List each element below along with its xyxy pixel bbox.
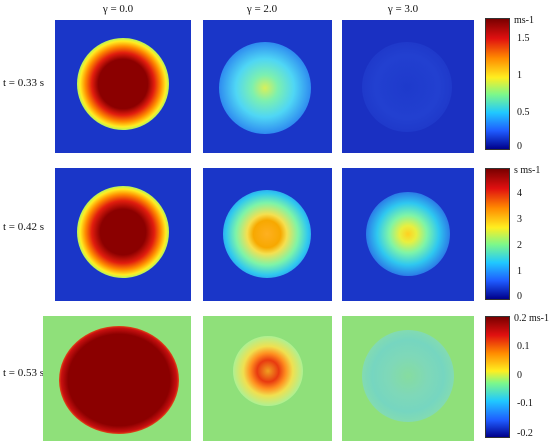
colorbar-tick: 0 (517, 291, 522, 302)
colorbar-tick: 1 (517, 266, 522, 277)
colorbar-tick: 3 (517, 214, 522, 225)
velocity-blob (233, 336, 303, 406)
colorbar-tick: -0.1 (517, 398, 533, 409)
heatmap-panel-r3-c1 (43, 316, 191, 441)
colorbar-row2 (485, 168, 510, 300)
velocity-blob (219, 42, 311, 134)
heatmap-panel-r2-c3 (342, 168, 474, 301)
velocity-blob (366, 192, 450, 276)
colorbar-tick: 0 (517, 370, 522, 381)
heatmap-panel-r1-c3 (342, 20, 474, 153)
colorbar-tick: 4 (517, 188, 522, 199)
velocity-blob (77, 38, 169, 130)
row-label-t053: t = 0.53 s (3, 367, 45, 379)
heatmap-panel-r3-c3 (342, 316, 474, 441)
row-label-t042: t = 0.42 s (3, 221, 45, 233)
colorbar-tick: 0.5 (517, 107, 530, 118)
colorbar-tick: 0 (517, 141, 522, 152)
colorbar-row1 (485, 18, 510, 150)
colorbar-unit-row3: 0.2 ms-1 (514, 313, 549, 324)
heatmap-panel-r2-c2 (203, 168, 332, 301)
colorbar-tick: 2 (517, 240, 522, 251)
heatmap-panel-r2-c1 (55, 168, 191, 301)
column-header-gamma-0: γ = 0.0 (102, 3, 134, 15)
row-label-t033: t = 0.33 s (3, 77, 45, 89)
colorbar-tick: 1 (517, 70, 522, 81)
colorbar-tick: 1.5 (517, 33, 530, 44)
velocity-blob (59, 326, 179, 434)
colorbar-unit-row2: s ms-1 (514, 165, 541, 176)
velocity-blob (362, 330, 454, 422)
column-header-gamma-3: γ = 3.0 (387, 3, 419, 15)
colorbar-tick: 0.1 (517, 341, 530, 352)
velocity-blob (223, 190, 311, 278)
heatmap-panel-r1-c1 (55, 20, 191, 153)
column-header-gamma-2: γ = 2.0 (246, 3, 278, 15)
colorbar-tick: -0.2 (517, 428, 533, 439)
colorbar-unit-row1: ms-1 (514, 15, 534, 26)
colorbar-row3 (485, 316, 510, 438)
heatmap-panel-r3-c2 (203, 316, 332, 441)
heatmap-panel-r1-c2 (203, 20, 332, 153)
velocity-blob (77, 186, 169, 278)
velocity-blob (362, 42, 452, 132)
